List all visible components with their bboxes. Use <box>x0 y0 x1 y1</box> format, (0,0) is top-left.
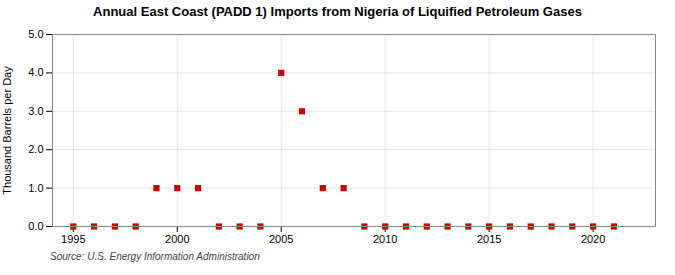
svg-text:2010: 2010 <box>373 233 397 245</box>
svg-text:0.0: 0.0 <box>28 220 43 232</box>
svg-text:Thousand Barrels per Day: Thousand Barrels per Day <box>1 66 13 195</box>
svg-text:5.0: 5.0 <box>28 28 43 40</box>
svg-text:4.0: 4.0 <box>28 66 43 78</box>
html-text:Source: U.S. Energy Informatio: Source: U.S. Energy Information Administ… <box>50 251 260 262</box>
svg-text:3.0: 3.0 <box>28 105 43 117</box>
svg-text:2015: 2015 <box>477 233 501 245</box>
html-text:Annual East Coast (PADD 1) Imp: Annual East Coast (PADD 1) Imports from … <box>93 4 582 19</box>
svg-text:1995: 1995 <box>61 233 85 245</box>
svg-text:2020: 2020 <box>581 233 605 245</box>
svg-text:1.0: 1.0 <box>28 182 43 194</box>
svg-text:2.0: 2.0 <box>28 143 43 155</box>
svg-text:2000: 2000 <box>165 233 189 245</box>
svg-text:2005: 2005 <box>269 233 293 245</box>
